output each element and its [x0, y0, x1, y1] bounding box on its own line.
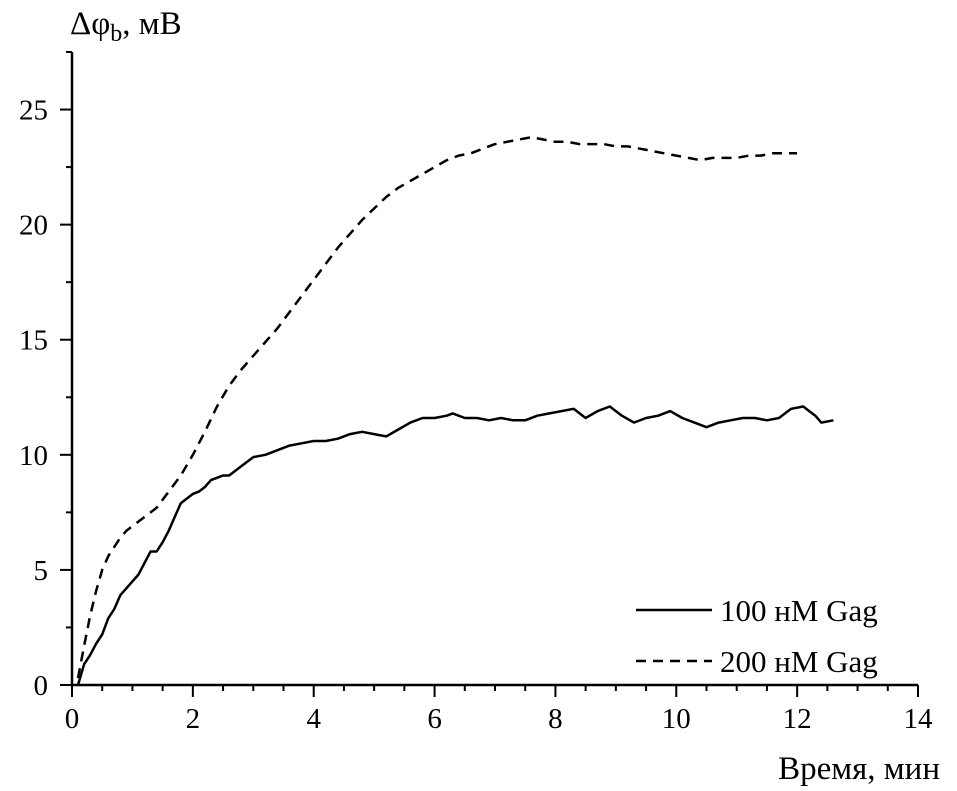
x-tick-label: 10: [662, 703, 691, 735]
y-tick-label: 10: [19, 440, 48, 472]
y-tick-label: 15: [19, 325, 48, 357]
y-axis-title-subscript: b: [110, 21, 122, 47]
x-tick-label: 2: [186, 703, 201, 735]
x-tick-label: 14: [904, 703, 934, 735]
x-axis-title: Время, мин: [778, 751, 940, 787]
y-tick-label: 20: [19, 210, 48, 242]
series-layer: [76, 135, 834, 686]
x-tick-label: 12: [783, 703, 812, 735]
y-tick-label: 5: [34, 555, 49, 587]
series-line-200nm: [76, 135, 798, 679]
legend: 100 нМ Gag 200 нМ Gag: [636, 593, 878, 679]
y-axis-title-unit: , мВ: [122, 6, 181, 42]
x-tick-label: 6: [427, 703, 442, 735]
y-tick-label: 25: [19, 95, 48, 127]
x-ticks: 0 2 4 6 8 10 12 14: [65, 685, 933, 735]
y-tick-label: 0: [34, 670, 49, 702]
legend-label-200nm: 200 нМ Gag: [720, 644, 878, 679]
y-axis-title-symbol: Δφ: [70, 6, 110, 42]
x-tick-label: 4: [306, 703, 321, 735]
y-ticks: 0 5 10 15 20 25: [19, 51, 72, 702]
y-axis-title: Δφb, мВ: [70, 6, 182, 47]
x-tick-label: 0: [65, 703, 80, 735]
series-line-100nm: [76, 405, 834, 686]
legend-label-100nm: 100 нМ Gag: [720, 593, 878, 628]
x-tick-label: 8: [548, 703, 563, 735]
